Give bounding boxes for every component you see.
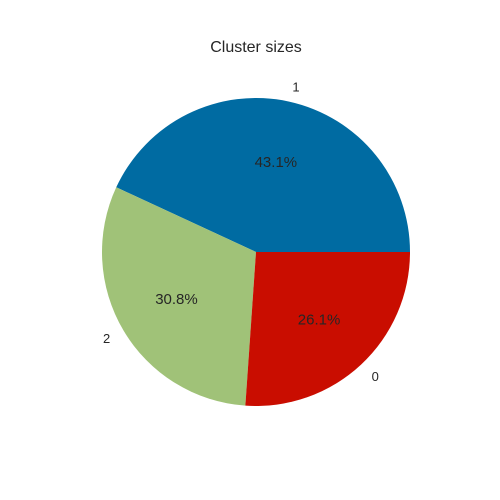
pie-labels: 1 43.1% 2 30.8% 0 26.1% bbox=[103, 80, 379, 384]
pie-slice-2 bbox=[102, 187, 256, 406]
slice-label-0: 0 bbox=[372, 369, 379, 384]
slice-percent-1: 43.1% bbox=[255, 154, 298, 171]
slice-percent-0: 26.1% bbox=[298, 312, 341, 329]
slice-label-2: 2 bbox=[103, 331, 110, 346]
pie-slices bbox=[102, 98, 410, 407]
pie-slice-1 bbox=[116, 98, 410, 252]
slice-label-1: 1 bbox=[292, 80, 299, 95]
slice-percent-2: 30.8% bbox=[155, 291, 198, 308]
chart-title: Cluster sizes bbox=[210, 39, 302, 56]
pie-slice-0 bbox=[245, 252, 410, 407]
